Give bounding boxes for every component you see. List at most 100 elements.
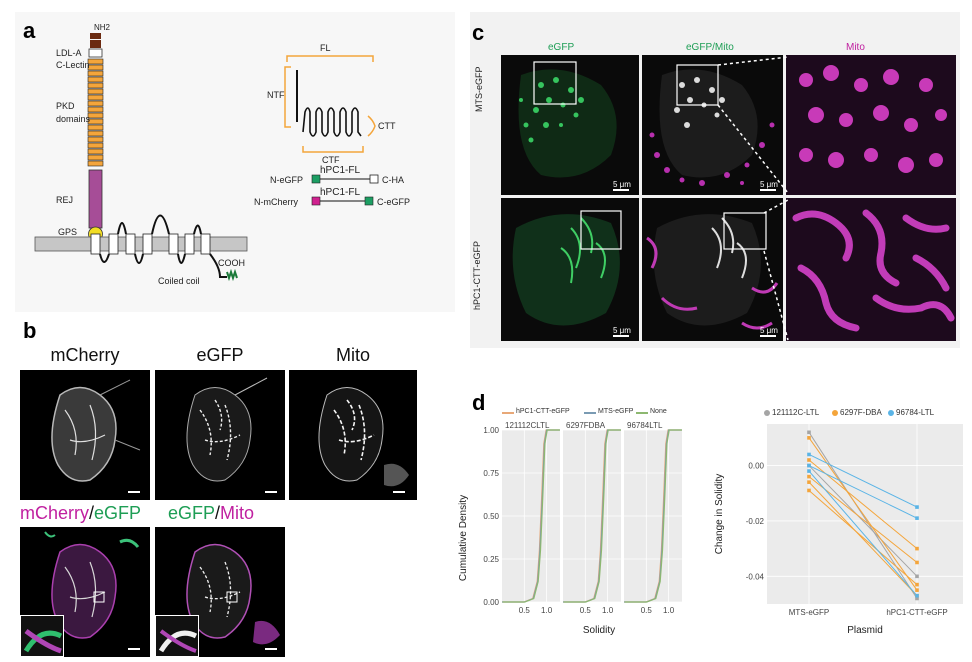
label-rej: REJ <box>56 195 74 205</box>
construct1-left-label: N-eGFP <box>270 175 304 185</box>
b-image-egfp <box>155 370 285 500</box>
y-tick-label: 0.00 <box>748 462 764 471</box>
ecdf-line-none <box>563 429 621 603</box>
label-nh2: NH2 <box>94 23 111 32</box>
paired-point <box>915 582 919 587</box>
c-image-mts-merge: 5 μm <box>642 55 783 195</box>
paired-point <box>807 458 811 462</box>
paired-point <box>915 516 919 520</box>
b-header-egfp-part2: eGFP <box>168 503 216 523</box>
paired-line <box>808 454 918 508</box>
label-fl: FL <box>320 43 331 53</box>
b-header-sep1: / <box>89 503 95 523</box>
legend-dot-121112 <box>764 410 770 416</box>
label-clectin: C-Lectin <box>56 60 90 70</box>
membrane <box>34 236 248 252</box>
panel-label-d: d <box>472 390 486 415</box>
label-pkd: PKD <box>56 101 75 111</box>
paired-point <box>807 488 811 493</box>
y-tick-label: 0.50 <box>483 512 499 521</box>
fl-bracket <box>286 55 374 62</box>
c2-scale-text: 5 μm <box>760 180 778 189</box>
d-right-ylabel: Change in Solidity <box>714 474 725 555</box>
legend-dot-96784 <box>888 410 894 416</box>
paired-point <box>807 430 811 435</box>
label-pkd-domains: domains <box>56 114 91 124</box>
paired-point <box>915 546 919 551</box>
paired-point <box>807 463 811 468</box>
y-tick-label: 0.25 <box>483 555 499 564</box>
y-tick-label: 0.75 <box>483 469 499 478</box>
b-header-sep2: / <box>215 503 221 523</box>
b-image-mcherry <box>20 370 150 500</box>
c3-scale-bar <box>613 335 629 337</box>
b4-scale-bar <box>128 648 140 650</box>
paired-point <box>915 588 919 592</box>
facet-strip-label: 6297FDBA <box>566 421 606 430</box>
label-cooh: COOH <box>218 258 245 268</box>
loops <box>99 214 202 264</box>
construct1-right-label: C-HA <box>382 175 404 185</box>
paired-point <box>807 436 811 440</box>
c1-scale-bar <box>613 189 629 191</box>
c-image-hpc1-merge: 5 μm <box>642 198 783 341</box>
legend-label-121112: 121112C-LTL <box>772 408 820 417</box>
facet-strip-label: 121112CLTL <box>505 421 550 430</box>
y-tick-label: 1.00 <box>483 426 499 435</box>
d-right-legend: 121112C-LTL 6297F-DBA 96784-LTL <box>762 408 962 420</box>
ntf-bracket <box>284 66 291 128</box>
c3-scale-text: 5 μm <box>613 326 631 335</box>
b3-scale-bar <box>393 491 405 493</box>
paired-line <box>808 432 918 599</box>
c-terminal-tail <box>209 253 227 278</box>
c4-scale-bar <box>760 335 776 337</box>
ecdf-facet: 96784LTL 0.5 1.0 <box>624 421 682 615</box>
y-tick-label: -0.02 <box>746 517 765 526</box>
d-left-ylabel: Cumulative Density <box>458 495 469 581</box>
legend-swatch-hpc1 <box>502 412 514 414</box>
x-tick-label: MTS-eGFP <box>789 608 829 617</box>
paired-line <box>808 476 918 563</box>
legend-dot-6297 <box>832 410 838 416</box>
paired-point <box>915 593 919 598</box>
label-ctt: CTT <box>378 121 396 131</box>
c-col-mito: Mito <box>846 42 865 53</box>
label-gps: GPS <box>58 227 78 237</box>
c-image-mts-egfp: 5 μm <box>501 55 639 195</box>
c-lectin-domain <box>88 48 103 58</box>
ecdf-facet: 121112CLTL 0.5 1.0 <box>502 421 560 615</box>
legend-label-6297: 6297F-DBA <box>840 408 882 417</box>
legend-swatch-mts <box>584 412 596 414</box>
label-ntf: NTF <box>267 90 285 100</box>
d-left-xlabel: Solidity <box>583 625 615 636</box>
ecdf-line-none <box>502 429 560 603</box>
d-right-xlabel: Plasmid <box>847 625 883 636</box>
b-header-mito-part: Mito <box>220 503 255 523</box>
paired-point <box>915 596 919 601</box>
pkd-domains <box>87 58 104 167</box>
c1-scale-text: 5 μm <box>613 180 631 189</box>
construct2-right-label: C-eGFP <box>377 197 411 207</box>
panel-label-c: c <box>472 20 485 45</box>
b-header-mcherry-egfp: mCherry/eGFP <box>20 503 155 524</box>
b-image-mcherry-egfp-merge <box>20 527 150 657</box>
paired-lines <box>807 430 919 601</box>
nh2-cap <box>90 33 101 39</box>
ecdf-facet: 6297FDBA 0.5 1.0 <box>563 421 621 615</box>
b5-scale-bar <box>265 648 277 650</box>
b-header-egfp-mito: eGFP/Mito <box>168 503 288 524</box>
c-col-egfp-mito: eGFP/Mito <box>686 42 734 53</box>
ldl-a-domain <box>90 40 101 48</box>
b-header-egfp-part: eGFP <box>94 503 142 523</box>
paired-point <box>807 474 811 479</box>
construct2-left-label: N-mCherry <box>254 197 298 207</box>
legend-label-96784: 96784-LTL <box>896 408 935 417</box>
paired-line <box>808 470 918 597</box>
label-ctf: CTF <box>322 155 340 165</box>
c-row-label-mts: MTS-eGFP <box>474 66 484 112</box>
paired-ticks: 0.00 -0.02 -0.04 MTS-eGFP hPC1-CTT-eGFP <box>746 462 948 617</box>
label-ldla: LDL-A <box>56 48 82 58</box>
b-image-egfp-mito-merge <box>155 527 285 657</box>
pc1-domain-diagram <box>34 33 379 282</box>
ctf-bracket <box>302 146 364 153</box>
